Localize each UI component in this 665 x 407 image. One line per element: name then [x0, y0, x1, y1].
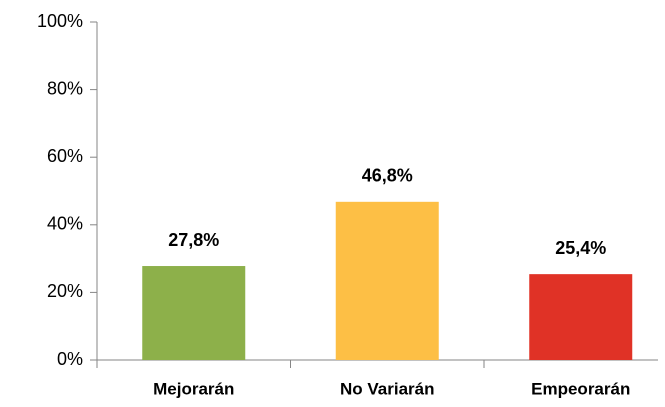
value-label: 25,4% [555, 238, 606, 258]
y-tick-label: 0% [57, 349, 83, 369]
bar [142, 266, 246, 360]
y-tick-label: 80% [47, 78, 83, 98]
x-tick-label: No Variarán [340, 379, 435, 398]
bar [335, 201, 439, 360]
value-label: 27,8% [168, 230, 219, 250]
y-tick-label: 100% [37, 11, 83, 31]
x-tick-label: Mejorarán [153, 379, 234, 398]
y-tick-label: 40% [47, 214, 83, 234]
value-label: 46,8% [362, 166, 413, 186]
y-tick-label: 20% [47, 281, 83, 301]
bar [529, 274, 633, 360]
y-tick-label: 60% [47, 146, 83, 166]
x-tick-label: Empeorarán [531, 379, 630, 398]
